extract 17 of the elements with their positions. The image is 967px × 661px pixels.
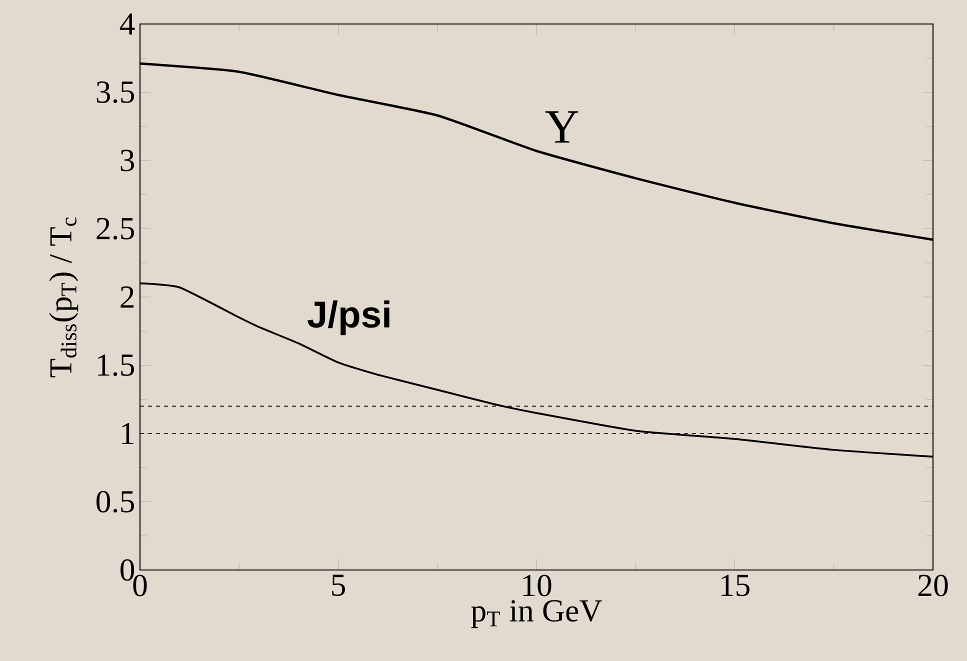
y-tick-label: 3.5 xyxy=(96,81,134,104)
x-tick-label: 20 xyxy=(918,574,948,596)
series-label: Υ xyxy=(545,111,578,143)
y-tick-label: 2 xyxy=(120,286,134,308)
y-tick-label: 3 xyxy=(120,150,134,172)
x-tick-label: 5 xyxy=(332,574,345,596)
x-tick-label: 15 xyxy=(722,574,750,596)
y-tick-label: 0.5 xyxy=(96,490,134,513)
y-tick-label: 2.5 xyxy=(96,218,134,240)
y-tick-label: 0 xyxy=(120,559,134,581)
y-axis-title: T$_{diss}$(p$_{T}$) / T$_{c}$ xyxy=(49,217,78,378)
series-label: J/psi xyxy=(307,300,390,336)
y-tick-label: 1.5 xyxy=(98,354,134,376)
y-tick-label: 4 xyxy=(120,13,135,35)
x-tick-label: 10 xyxy=(523,574,552,596)
x-axis-title: p$_{T}$ in GeV xyxy=(471,600,602,628)
y-tick-label: 1 xyxy=(122,422,134,444)
